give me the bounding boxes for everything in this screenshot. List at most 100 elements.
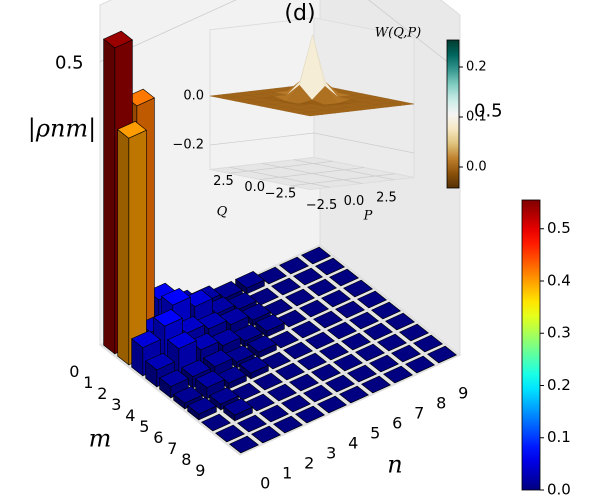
bar-top <box>311 363 341 382</box>
bar-top <box>227 292 257 310</box>
inset-p-tick-label: 0.0 <box>344 194 365 209</box>
bar-top <box>299 299 329 318</box>
m-tick-label: 2 <box>97 384 107 403</box>
bar-top <box>427 345 457 364</box>
grid-line <box>99 0 461 73</box>
bar-top <box>357 290 387 309</box>
bar-top <box>117 121 147 139</box>
bar-top <box>259 404 289 423</box>
bar-top <box>217 366 247 384</box>
bar-top <box>301 246 331 265</box>
bar-top <box>355 343 385 362</box>
bar-top <box>313 310 343 329</box>
bar-top <box>277 309 307 328</box>
bar-top <box>211 328 241 346</box>
bar-top <box>289 373 319 392</box>
inset-q-tick-label: 0.0 <box>244 180 265 195</box>
colorbar-tick-label: 0.2 <box>466 60 487 75</box>
bar-top <box>131 330 161 348</box>
bar-top <box>223 398 253 416</box>
bar-top <box>369 354 399 373</box>
bar-top <box>321 289 351 308</box>
inset-p-tick-label: 2.5 <box>376 190 397 205</box>
m-tick-label: 7 <box>167 439 177 458</box>
bar-top <box>187 397 217 415</box>
bar-top <box>261 351 291 370</box>
bar-top <box>209 387 239 405</box>
bar-top <box>263 298 293 317</box>
n-tick-label: 0 <box>260 473 270 492</box>
bar-top <box>239 356 269 374</box>
bar-top <box>181 359 211 377</box>
bar-top <box>371 301 401 320</box>
bar-top <box>241 303 271 321</box>
bar-top <box>175 316 205 334</box>
inset-z-tick-label: −0.2 <box>172 138 204 153</box>
inset-q-tick-label: −2.5 <box>265 186 297 201</box>
bar-top <box>201 413 231 432</box>
colorbar <box>446 39 460 189</box>
bar-top <box>295 405 325 424</box>
colorbar-tick-label: 0.0 <box>547 481 571 499</box>
inset-grid-line <box>261 163 363 184</box>
bar-top <box>327 321 357 340</box>
bar-side <box>128 129 147 366</box>
m-tick-label: 4 <box>125 406 135 425</box>
bar-top <box>333 353 363 372</box>
bar-front <box>103 38 116 355</box>
colorbar-tick-label: 0.2 <box>547 376 571 394</box>
bar-top <box>235 271 265 289</box>
bar-top <box>233 324 263 342</box>
m-tick-label: 0 <box>69 362 79 381</box>
inset-q-label: Q <box>217 205 228 220</box>
colorbar-tick-label: 0.3 <box>547 324 571 342</box>
bar-top <box>167 331 197 349</box>
bar-front <box>117 128 130 366</box>
bar-top <box>315 257 345 276</box>
bar-top <box>297 352 327 371</box>
bar-top <box>273 415 303 434</box>
bar-top <box>251 425 281 444</box>
inset-grid-line <box>209 132 415 154</box>
bar-top <box>173 386 203 404</box>
bar-top <box>303 384 333 403</box>
bar-top <box>159 369 189 387</box>
bar-top <box>391 344 421 363</box>
bar-top <box>271 277 301 296</box>
n-tick-label: 7 <box>414 403 424 422</box>
bar-top <box>305 331 335 350</box>
bar-top <box>203 349 233 367</box>
m-tick-label: 6 <box>153 428 163 447</box>
bar-top <box>269 330 299 349</box>
bar-top <box>413 334 443 353</box>
colorbar-tick-label: 0.1 <box>466 110 487 125</box>
bar-top <box>225 345 255 363</box>
bar-top <box>247 335 277 353</box>
n-tick-label: 8 <box>436 393 446 412</box>
bar-top <box>255 314 285 332</box>
bar-top <box>125 88 155 107</box>
inset-p-label: P <box>363 209 373 224</box>
colorbar <box>521 199 541 491</box>
bar-top <box>229 435 259 454</box>
bar-top <box>363 322 393 341</box>
bar-top <box>341 332 371 351</box>
colorbar-tick-label: 0.4 <box>547 271 571 289</box>
n-tick-label: 4 <box>348 433 358 452</box>
bar-top <box>237 414 267 433</box>
z-tick-label: 0.5 <box>55 53 84 74</box>
bar-top <box>347 364 377 383</box>
n-tick-label: 6 <box>392 413 402 432</box>
m-tick-label: 5 <box>139 417 149 436</box>
bar-top <box>205 296 235 314</box>
bar-top <box>161 288 191 306</box>
n-axis-label: n <box>387 451 402 479</box>
inset-q-tick-label: 2.5 <box>213 174 234 189</box>
bar-top <box>253 372 283 391</box>
bar-top <box>145 352 175 371</box>
bar-top <box>197 311 227 330</box>
bar-top <box>257 266 287 285</box>
bar-top <box>293 267 323 286</box>
bar-top <box>215 424 245 443</box>
bar-top <box>405 355 435 374</box>
